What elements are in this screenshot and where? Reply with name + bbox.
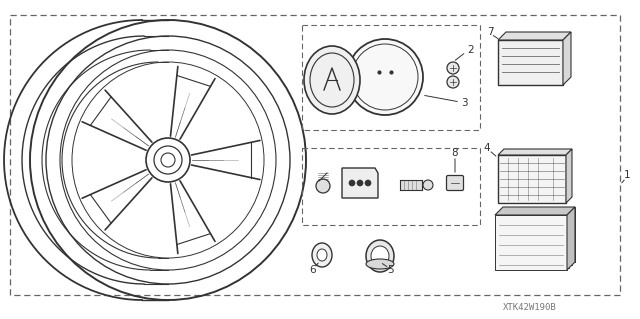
Text: 6: 6 [310, 265, 316, 275]
Ellipse shape [447, 62, 459, 74]
Ellipse shape [366, 259, 394, 269]
Polygon shape [567, 207, 575, 270]
Polygon shape [495, 207, 575, 215]
Polygon shape [498, 32, 571, 40]
FancyBboxPatch shape [447, 175, 463, 190]
Ellipse shape [423, 180, 433, 190]
Text: 3: 3 [461, 98, 468, 108]
Ellipse shape [357, 180, 363, 186]
Text: 8: 8 [452, 148, 458, 158]
Ellipse shape [366, 240, 394, 272]
Text: 4: 4 [484, 143, 490, 153]
Text: XTK42W190B: XTK42W190B [503, 303, 557, 313]
Ellipse shape [365, 180, 371, 186]
Text: 1: 1 [624, 170, 630, 180]
Ellipse shape [447, 76, 459, 88]
Polygon shape [503, 207, 575, 262]
Ellipse shape [317, 249, 327, 261]
Polygon shape [498, 149, 572, 155]
Ellipse shape [349, 180, 355, 186]
Polygon shape [566, 149, 572, 203]
Text: 2: 2 [467, 45, 474, 55]
Polygon shape [495, 215, 567, 270]
Polygon shape [498, 155, 566, 203]
Polygon shape [498, 40, 563, 85]
Ellipse shape [304, 46, 360, 114]
Text: 5: 5 [387, 265, 394, 275]
Text: 7: 7 [486, 27, 493, 37]
Ellipse shape [312, 243, 332, 267]
Ellipse shape [316, 179, 330, 193]
Ellipse shape [347, 39, 423, 115]
Ellipse shape [371, 246, 389, 266]
Polygon shape [497, 213, 569, 268]
Polygon shape [342, 168, 378, 198]
Polygon shape [563, 32, 571, 85]
Polygon shape [500, 210, 572, 265]
